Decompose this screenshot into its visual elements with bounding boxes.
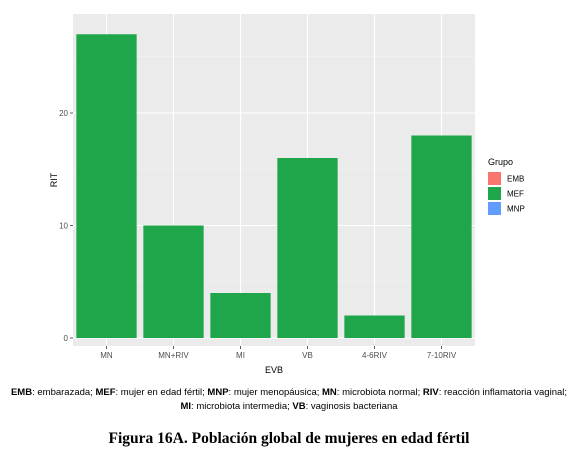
y-tick-label: 20 <box>59 109 68 118</box>
bar-4-6riv <box>344 315 405 338</box>
figure-title: Figura 16A. Población global de mujeres … <box>108 430 470 447</box>
legend-title: Grupo <box>488 157 513 167</box>
caption-line-2: MI: microbiota intermedia; VB: vaginosis… <box>180 401 398 412</box>
bars <box>76 34 472 338</box>
y-tick-labels: 0 10 20 <box>59 109 73 343</box>
x-tick-label: MI <box>236 351 245 360</box>
caption-abbr: MEF <box>95 387 116 398</box>
bar-mn <box>76 34 137 338</box>
x-tick-label: VB <box>302 351 313 360</box>
x-tick-label: MN <box>100 351 113 360</box>
legend-key-mef <box>488 187 501 200</box>
legend-label-mnp: MNP <box>507 205 525 214</box>
bar-mn-riv <box>143 225 204 338</box>
y-tick-label: 0 <box>64 334 69 343</box>
caption-abbr: EMB <box>10 387 33 398</box>
x-tick-label: 7-10RIV <box>427 351 457 360</box>
bar-vb <box>277 158 338 338</box>
legend-label-mef: MEF <box>507 190 524 199</box>
x-tick-labels: MN MN+RIV MI VB 4-6RIV 7-10RIV <box>100 346 457 360</box>
caption-abbr: MN <box>322 387 337 398</box>
caption-line-1: EMB: embarazada; MEF: mujer en edad fért… <box>10 387 568 398</box>
plot-panel <box>73 14 475 346</box>
legend: Grupo EMB MEF MNP <box>488 157 525 215</box>
legend-key-mnp <box>488 202 501 215</box>
bar-mi <box>210 293 271 338</box>
caption-abbr: VB <box>292 401 306 412</box>
x-tick-label: 4-6RIV <box>362 351 388 360</box>
legend-key-emb <box>488 172 501 185</box>
caption-abbr: MI <box>180 401 192 412</box>
y-tick-label: 10 <box>59 222 68 231</box>
legend-label-emb: EMB <box>507 175 524 184</box>
caption-abbr: MNP <box>207 387 229 398</box>
y-axis-title: RIT <box>49 172 59 187</box>
minor-gridlines <box>73 56 475 283</box>
x-tick-label: MN+RIV <box>158 351 189 360</box>
x-axis-title: EVB <box>265 365 283 375</box>
caption-abbr: RIV <box>422 387 439 398</box>
bar-7-10riv <box>411 135 472 338</box>
